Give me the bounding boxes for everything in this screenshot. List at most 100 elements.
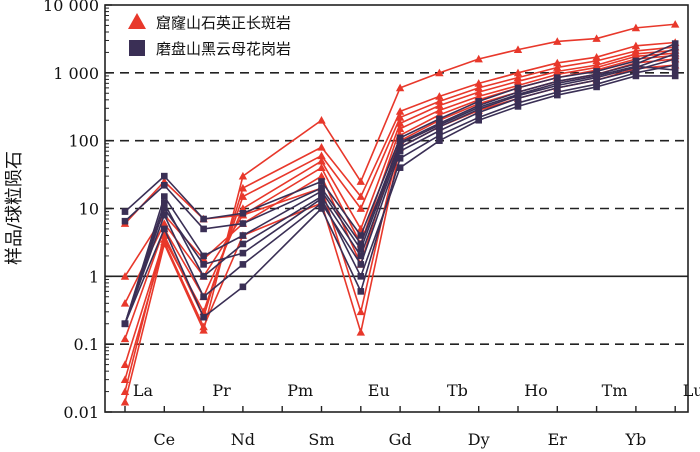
x-tick-label: Eu (368, 381, 390, 400)
data-point (120, 272, 130, 280)
data-point (121, 320, 129, 328)
data-point (435, 101, 444, 109)
data-point (356, 307, 365, 316)
data-point (513, 45, 523, 53)
data-point (671, 61, 679, 69)
x-tick-label: Er (548, 430, 568, 449)
series-layer (120, 20, 680, 406)
data-point (436, 137, 443, 144)
data-point (513, 77, 523, 85)
data-point (200, 252, 207, 260)
data-point (396, 134, 404, 142)
data-point (317, 116, 326, 124)
data-point (318, 205, 325, 212)
data-point (120, 387, 130, 395)
data-point (553, 37, 562, 45)
data-point (395, 119, 405, 127)
legend-square-icon (129, 40, 145, 56)
data-point (357, 252, 365, 260)
x-tick-label: Dy (468, 430, 490, 449)
data-point (436, 121, 443, 129)
data-point (475, 116, 482, 124)
data-point (435, 92, 444, 100)
data-point (317, 163, 326, 172)
x-tick-label: Pr (212, 381, 231, 400)
data-point (318, 178, 325, 185)
data-point (671, 66, 679, 74)
data-point (514, 84, 522, 92)
data-point (121, 217, 129, 225)
data-point (318, 195, 325, 202)
data-point (436, 131, 443, 139)
data-point (238, 183, 248, 192)
data-point (593, 72, 600, 80)
series-line (124, 42, 676, 237)
data-point (632, 72, 640, 80)
x-tick-label: Tb (447, 381, 468, 400)
data-point (356, 177, 365, 185)
data-point (357, 261, 365, 268)
data-point (120, 375, 130, 383)
data-point (239, 220, 247, 227)
series-line (124, 75, 676, 325)
data-point (632, 62, 640, 70)
x-tick-label: Ho (524, 381, 548, 400)
data-point (396, 164, 404, 171)
data-point (120, 397, 130, 406)
data-point (592, 56, 601, 65)
data-point (161, 205, 168, 212)
data-point (121, 208, 129, 215)
data-point (592, 34, 601, 42)
data-point (593, 76, 600, 84)
data-point (474, 54, 483, 63)
y-tick-label: 10 (79, 200, 99, 219)
data-point (436, 127, 443, 135)
y-tick-label: 0.01 (63, 403, 99, 422)
data-point (671, 55, 679, 63)
data-point (200, 261, 207, 268)
data-point (238, 192, 248, 200)
data-point (239, 209, 247, 217)
y-axis: 0.01 0.1 1 10 100 1 000 10 000 (43, 0, 112, 422)
data-point (317, 171, 326, 180)
series-line (124, 52, 676, 304)
data-point (475, 98, 482, 105)
x-axis: La Ce Pr Nd Pm Sm Eu Gd Tb Dy Ho Er Tm Yb Lu (124, 381, 700, 449)
y-tick-label: 1 000 (53, 64, 99, 83)
series-group-biotite-granite (121, 40, 679, 328)
x-tick-label: Gd (389, 430, 412, 449)
data-point (160, 237, 169, 246)
data-point (239, 261, 247, 268)
x-tick-label: Pm (287, 381, 313, 400)
data-point (475, 109, 482, 116)
data-point (475, 104, 482, 111)
data-point (356, 328, 365, 336)
legend-item: 窟窿山石英正长斑岩 (128, 13, 291, 32)
x-tick-label: La (133, 381, 154, 400)
data-point (238, 171, 248, 180)
x-tick-label: Ce (153, 430, 175, 449)
data-point (239, 232, 247, 239)
data-point (200, 273, 207, 280)
y-tick-label: 1 (89, 267, 99, 286)
data-point (474, 79, 483, 87)
legend-label: 窟窿山石英正长斑岩 (156, 14, 291, 32)
data-point (435, 97, 444, 105)
data-point (395, 107, 405, 115)
data-point (554, 91, 561, 99)
data-point (396, 143, 404, 151)
y-tick-label: 10 000 (43, 0, 99, 15)
data-point (199, 322, 208, 331)
series-line (124, 53, 676, 324)
series-line (124, 23, 676, 403)
data-point (357, 273, 365, 280)
y-tick-label: 0.1 (74, 335, 99, 354)
series-line (124, 65, 676, 324)
data-point (514, 103, 522, 110)
data-point (356, 192, 365, 200)
series-line (124, 46, 676, 365)
data-point (317, 151, 326, 160)
series-line (124, 41, 676, 392)
